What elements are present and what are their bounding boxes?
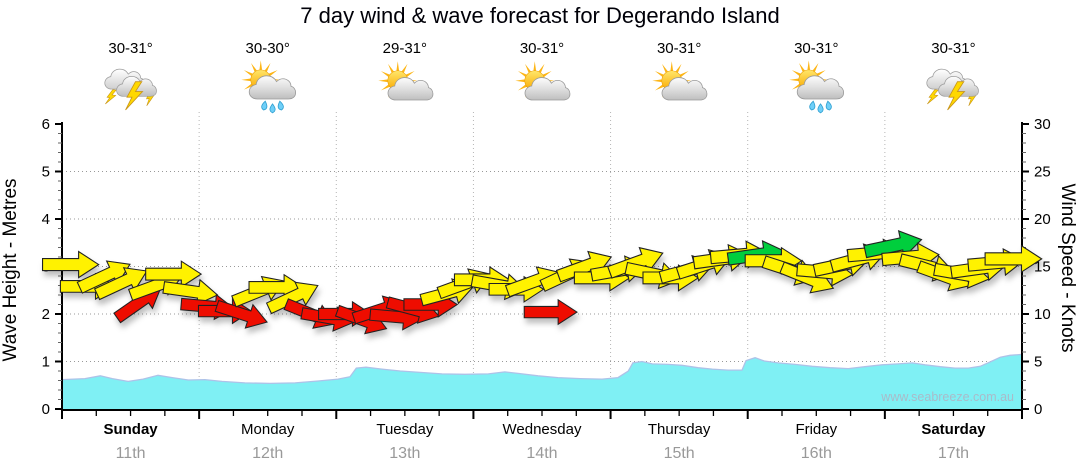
watermark: www.seabreeze.com.au [880,390,1014,404]
wave-axis-tick-label: 2 [42,306,50,323]
wind-axis-tick-label: 30 [1034,116,1051,133]
wind-arrow [162,278,219,306]
wind-axis-tick-label: 15 [1034,259,1051,276]
wind-arrow [265,281,319,315]
wind-arrow [41,250,100,279]
wind-arrow [523,298,578,326]
day-temperature: 30-31° [794,40,839,57]
wave-height-line [61,353,1023,385]
date-label: 14th [526,445,557,462]
date-label: 16th [801,445,832,462]
wave-axis-tick-label: 5 [42,164,50,181]
day-temperature: 30-30° [245,40,290,57]
wave-axis-tick-label: 1 [42,354,50,371]
right-axis: 0 5 10 15 20 25 30 [1022,116,1051,418]
day-temperature: 30-31° [519,40,565,57]
day-label: Monday [241,421,295,438]
date-label: 13th [389,445,420,462]
sun-cloud-icon [378,61,434,101]
date-label: 15th [664,445,695,462]
wind-arrows [41,229,1043,335]
sun-rain-icon [241,60,296,114]
wind-arrow [984,244,1043,274]
left-axis: 0123456 [42,116,62,418]
storm-icon [926,68,980,111]
wind-arrow [214,299,268,329]
day-label: Friday [795,421,837,438]
wave-height-area [62,354,1022,409]
day-column: 30-31° [71,40,191,121]
wind-axis-tick-label: 10 [1034,306,1051,323]
sun-cloud-icon [652,61,708,101]
day-column: 30-31° [482,40,602,121]
day-temperature: 30-31° [931,40,976,57]
storm-icon [104,68,157,111]
day-label: Thursday [648,421,711,438]
wind-axis-tick-label: 25 [1034,164,1051,181]
day-column: 30-30° [208,40,328,121]
sun-rain-icon [789,60,845,114]
day-label: Tuesday [376,421,433,438]
sun-cloud-icon [515,61,571,101]
wave-axis-tick-label: 4 [42,211,50,228]
wave-height-series [61,353,1023,409]
wind-arrow [93,267,148,301]
chart-title: 7 day wind & wave forecast for Degerando… [300,3,780,28]
day-label: Sunday [103,421,158,438]
day-temperature: 30-31° [108,40,153,57]
day-label: Saturday [921,421,986,438]
day-temperature: 30-31° [656,40,702,57]
day-label: Wednesday [503,421,582,438]
wind-arrow [145,260,203,288]
day-column: 30-31° [619,40,739,121]
day-column: 30-31° [756,40,876,121]
wind-arrow [76,260,131,294]
right-axis-title: Wind Speed - Knots [1057,184,1078,353]
wave-axis-tick-label: 6 [42,116,50,133]
date-label: 12th [252,445,283,462]
x-axis: Sunday 11th Monday 12th Tuesday 13th Wednesday… [61,410,1023,462]
day-column: 29-31° [345,40,465,121]
day-temperature: 29-31° [382,40,428,57]
date-label: 17th [938,445,969,462]
wind-axis-tick-label: 0 [1034,401,1042,418]
day-column: 30-31° [893,40,1013,121]
wind-axis-tick-label: 5 [1034,354,1042,371]
date-label: 11th [116,445,146,462]
left-axis-title: Wave Height - Metres [0,178,21,361]
wind-axis-tick-label: 20 [1034,211,1051,228]
wave-axis-tick-label: 0 [42,401,50,418]
